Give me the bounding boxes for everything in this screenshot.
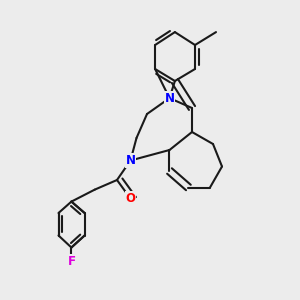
Text: F: F [68, 255, 75, 268]
Text: N: N [164, 92, 175, 105]
Text: N: N [125, 154, 136, 167]
Text: O: O [125, 192, 136, 205]
